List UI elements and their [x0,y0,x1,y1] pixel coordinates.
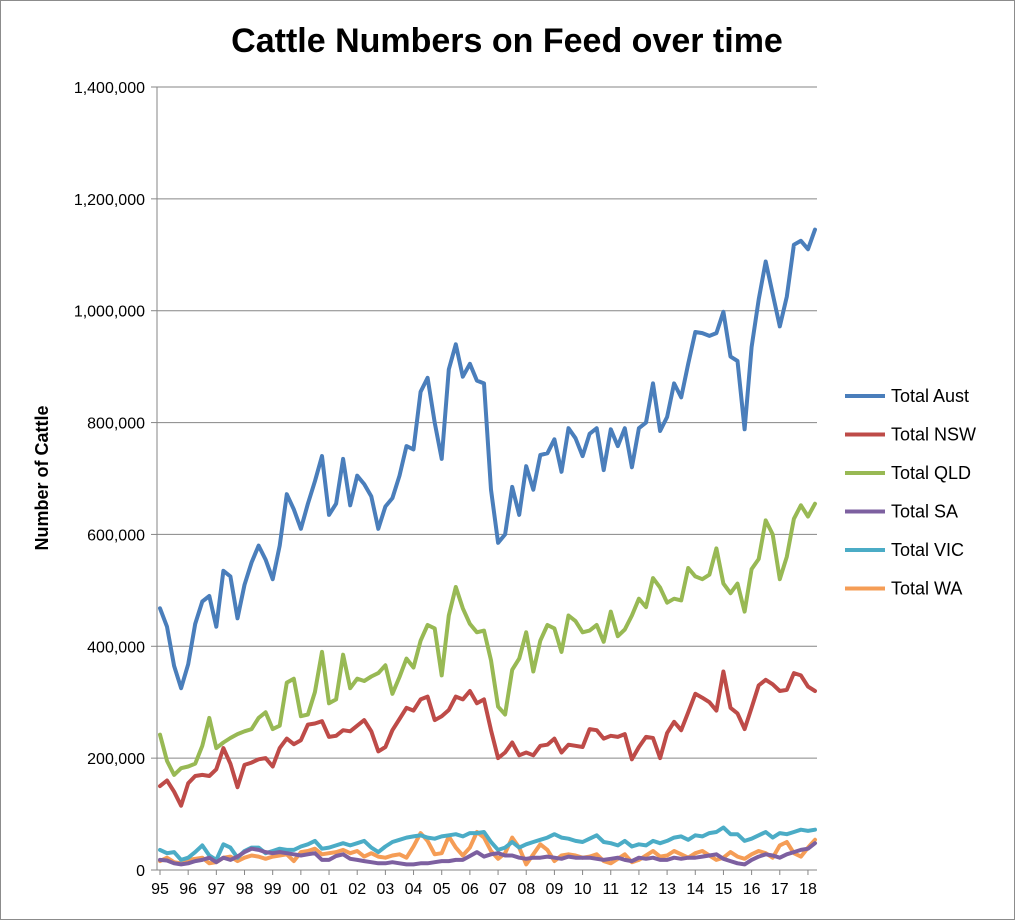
y-tick-label: 200,000 [87,751,145,768]
chart-title: Cattle Numbers on Feed over time [231,22,783,60]
x-tick-label: 15 [715,881,733,898]
x-tick-label: 02 [348,881,366,898]
x-tick-label: 10 [574,881,592,898]
x-tick-label: 11 [602,881,619,898]
x-tick-label: 99 [264,881,282,898]
series-line-total-nsw [158,669,817,808]
x-tick-label: 07 [489,881,507,898]
x-tick-label: 05 [433,881,451,898]
x-tick-label: 14 [686,881,704,898]
x-tick-label: 06 [461,881,479,898]
x-tick-label: 01 [320,881,338,898]
legend-label: Total NSW [891,425,976,445]
legend-label: Total VIC [891,540,964,560]
series-lines [158,227,817,867]
legend: Total Aust Total NSW Total QLD Total SA Tota… [845,386,976,599]
x-axis-ticks: 95 96 97 98 99 00 01 02 03 04 05 06 07 08 09 10 11 12 13 14… [151,870,817,898]
axes [156,87,817,871]
y-tick-label: 1,400,000 [74,80,145,97]
y-tick-label: 400,000 [87,639,145,656]
x-tick-label: 13 [658,881,676,898]
legend-label: Total Aust [891,386,969,406]
y-axis-ticks: 0 200,000 400,000 600,000 800,000 1,000,000 1,… [74,80,157,880]
x-tick-label: 18 [799,881,817,898]
x-tick-label: 16 [743,881,761,898]
legend-label: Total WA [891,579,962,599]
y-axis-label: Number of Cattle [32,405,52,550]
x-tick-label: 12 [630,881,648,898]
series-line-total-aust [158,227,817,691]
y-tick-label: 600,000 [87,527,145,544]
series-line-total-sa [158,841,817,867]
x-tick-label: 00 [292,881,310,898]
series-line-total-qld [158,501,817,777]
x-tick-label: 09 [546,881,564,898]
x-tick-label: 17 [771,881,789,898]
y-tick-label: 0 [136,863,145,880]
x-tick-label: 98 [236,881,254,898]
x-tick-label: 08 [517,881,535,898]
x-tick-label: 96 [179,881,197,898]
legend-label: Total QLD [891,463,971,483]
x-tick-label: 97 [207,881,225,898]
x-tick-label: 95 [151,881,169,898]
y-tick-label: 800,000 [87,416,145,433]
series-line-total-wa [158,830,817,867]
y-tick-label: 1,200,000 [74,192,145,209]
y-tick-label: 1,000,000 [74,304,145,321]
x-tick-label: 03 [376,881,394,898]
legend-label: Total SA [891,502,958,522]
x-tick-label: 04 [405,881,423,898]
